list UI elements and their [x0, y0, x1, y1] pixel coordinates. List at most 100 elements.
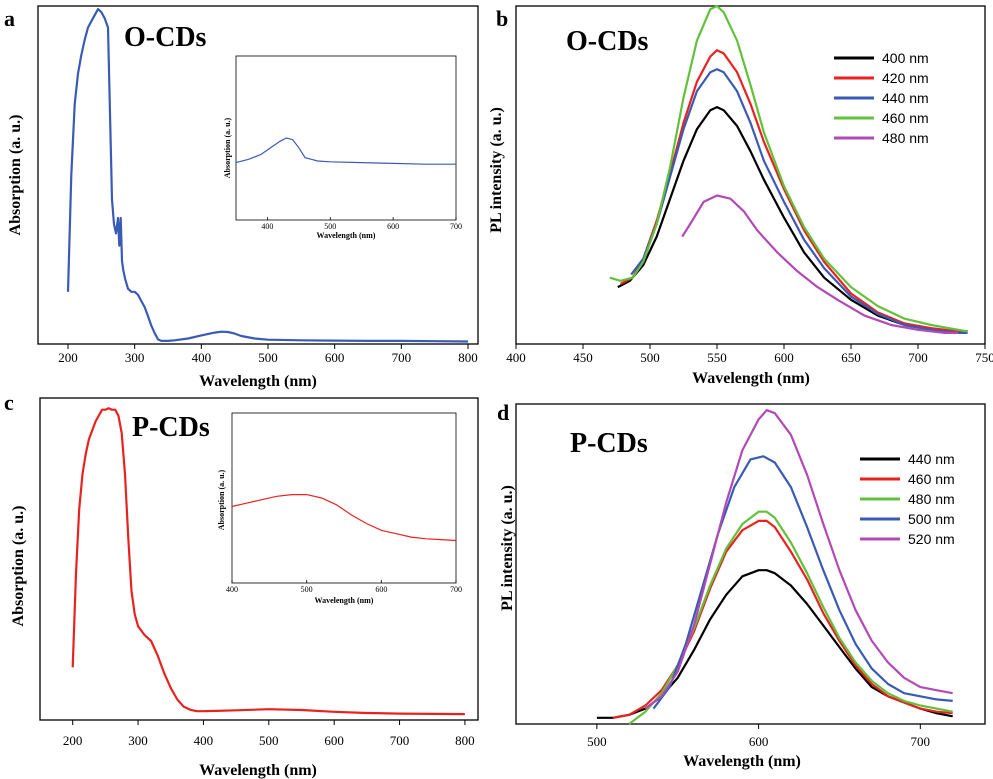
x-tick-label: 800 — [458, 350, 478, 365]
legend-label: 420 nm — [882, 70, 929, 86]
inset-x-tick-label: 400 — [226, 585, 238, 594]
plot-frame — [515, 5, 986, 345]
panel-a: a O-CDs Wavelength (nm) Absorption (a. u… — [4, 5, 479, 390]
x-tick-label: 700 — [390, 733, 410, 748]
x-tick-label: 400 — [194, 733, 214, 748]
x-tick-label: 200 — [63, 733, 83, 748]
x-tick-label: 400 — [506, 350, 526, 365]
panel-letter: c — [4, 390, 14, 415]
x-ticks: 200 300 400 500 600 700 800 — [63, 720, 475, 748]
panel-title: P-CDs — [570, 428, 648, 459]
x-tick-label: 600 — [774, 350, 794, 365]
legend-label: 460 nm — [882, 110, 929, 126]
inset-series-line-1 — [235, 137, 456, 165]
y-axis-label: PL intensity (a. u.) — [488, 107, 505, 233]
x-axis-label: Wavelength (nm) — [199, 762, 317, 779]
x-tick-label: 200 — [58, 350, 78, 365]
panel-letter: b — [496, 6, 508, 31]
inset-y-label: Absorption (a. u.) — [223, 117, 232, 178]
x-axis-label: Wavelength (nm) — [683, 753, 801, 770]
x-tick-label: 600 — [325, 350, 345, 365]
x-tick-label: 700 — [911, 734, 931, 749]
panel-title: O-CDs — [124, 22, 207, 53]
inset-x-tick-label: 500 — [301, 585, 313, 594]
inset-x-ticks: 400 500 600 700 — [261, 217, 462, 231]
x-tick-label: 300 — [125, 350, 145, 365]
y-axis-label: PL intensity (a. u.) — [499, 485, 516, 611]
x-ticks: 500 600 700 — [587, 724, 930, 749]
x-tick-label: 800 — [455, 733, 475, 748]
series-group — [66, 8, 469, 343]
series-group — [71, 407, 465, 716]
x-tick-label: 550 — [707, 350, 727, 365]
x-tick-label: 450 — [573, 350, 593, 365]
series-line-1 — [71, 407, 465, 716]
y-axis-label: Absorption (a. u.) — [7, 115, 24, 236]
inset-x-tick-label: 500 — [324, 222, 336, 231]
inset-x-label: Wavelength (nm) — [317, 231, 376, 240]
series-group — [596, 409, 953, 725]
legend: 440 nm 460 nm 480 nm 500 nm 520 nm — [860, 451, 955, 547]
inset-x-label: Wavelength (nm) — [315, 596, 374, 605]
panel-d: d P-CDs Wavelength (nm) PL intensity (a.… — [497, 400, 986, 770]
legend: 400 nm 420 nm 440 nm 460 nm 480 nm — [834, 50, 929, 146]
x-tick-label: 700 — [392, 350, 412, 365]
legend-label: 440 nm — [882, 90, 929, 106]
series-line-3 — [630, 68, 968, 334]
x-axis-label: Wavelength (nm) — [199, 373, 317, 390]
x-tick-label: 500 — [640, 350, 660, 365]
inset-x-ticks: 400 500 600 700 — [226, 580, 462, 594]
x-ticks: 400 450 500 550 600 650 700 750 — [506, 344, 993, 365]
x-tick-label: 700 — [908, 350, 928, 365]
plot-frame — [37, 5, 479, 345]
panel-b: b O-CDs Wavelength (nm) PL intensity (a.… — [488, 4, 993, 387]
inset-x-tick-label: 600 — [375, 585, 387, 594]
inset-x-tick-label: 700 — [450, 222, 462, 231]
series-line-5 — [681, 194, 959, 334]
legend-label: 480 nm — [882, 130, 929, 146]
x-axis-label: Wavelength (nm) — [692, 370, 810, 387]
panel-title: O-CDs — [566, 26, 649, 57]
series-group — [609, 4, 968, 334]
inset-series-line-1 — [231, 494, 457, 542]
plot-frame — [39, 397, 479, 721]
legend-label: 440 nm — [908, 451, 955, 467]
legend-label: 400 nm — [882, 50, 929, 66]
x-tick-label: 600 — [324, 733, 344, 748]
y-axis-label: Absorption (a. u.) — [10, 506, 27, 627]
inset: Wavelength (nm) Absorption (a. u.) 400 50… — [217, 412, 462, 605]
x-tick-label: 400 — [192, 350, 212, 365]
legend-label: 480 nm — [908, 491, 955, 507]
x-tick-label: 650 — [841, 350, 861, 365]
inset-frame — [235, 55, 457, 221]
x-tick-label: 600 — [749, 734, 769, 749]
inset-x-tick-label: 600 — [387, 222, 399, 231]
inset-y-label: Absorption (a. u.) — [217, 469, 226, 530]
x-tick-label: 500 — [587, 734, 607, 749]
x-tick-label: 500 — [259, 733, 279, 748]
series-line-4 — [609, 4, 968, 333]
legend-label: 500 nm — [908, 511, 955, 527]
series-line-3 — [628, 510, 953, 725]
panel-c: c P-CDs Wavelength (nm) Absorption (a. u… — [4, 390, 479, 779]
series-line-5 — [644, 409, 953, 710]
x-tick-label: 750 — [975, 350, 993, 365]
inset: Wavelength (nm) Absorption (a. u.) 400 50… — [223, 55, 462, 240]
x-tick-label: 500 — [258, 350, 278, 365]
inset-series-group — [235, 137, 456, 165]
panel-letter: a — [4, 6, 15, 31]
inset-x-tick-label: 400 — [261, 222, 273, 231]
inset-frame — [231, 412, 457, 584]
panel-title: P-CDs — [132, 412, 210, 443]
series-line-1 — [66, 8, 469, 343]
legend-label: 520 nm — [908, 531, 955, 547]
inset-x-tick-label: 700 — [450, 585, 462, 594]
panel-letter: d — [497, 400, 509, 425]
series-line-1 — [596, 569, 953, 719]
x-tick-label: 300 — [128, 733, 148, 748]
series-line-4 — [652, 455, 953, 710]
plot-frame — [515, 403, 986, 725]
legend-label: 460 nm — [908, 471, 955, 487]
inset-series-group — [231, 494, 457, 542]
